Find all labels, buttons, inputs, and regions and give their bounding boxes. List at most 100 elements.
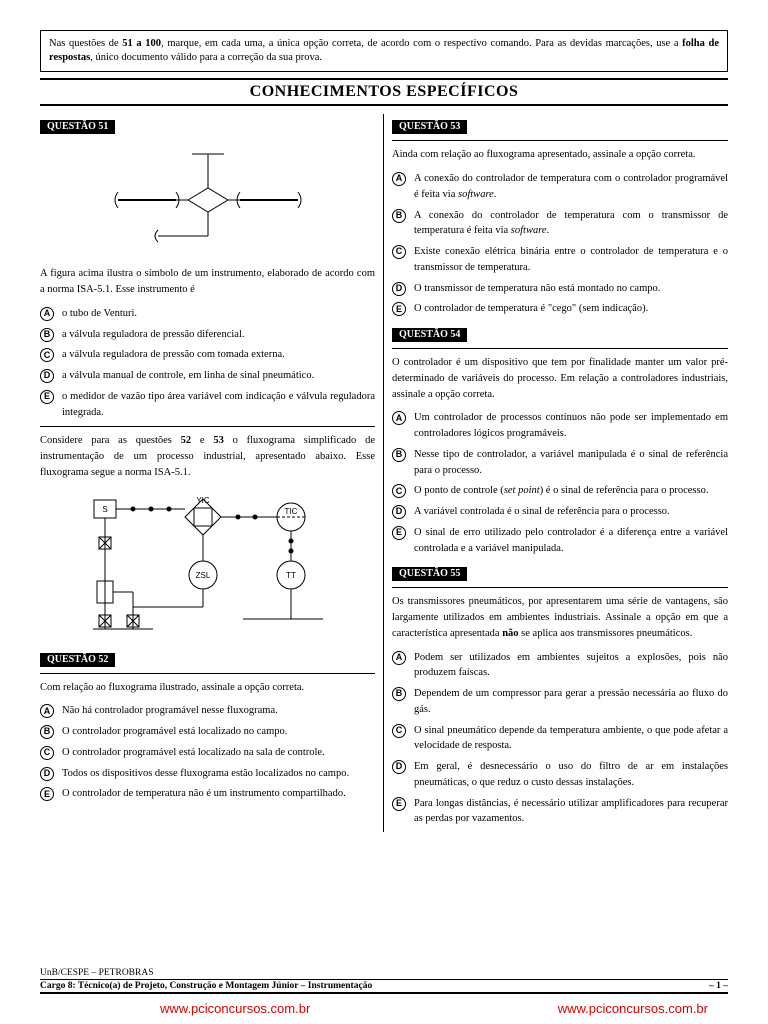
option-item[interactable]: B O controlador programável está localiza… — [40, 724, 375, 740]
option-text: O controlador de temperatura é "cego" (s… — [414, 301, 728, 317]
option-text: a válvula reguladora de pressão com toma… — [62, 347, 375, 363]
option-text: O sinal de erro utilizado pelo controlad… — [414, 525, 728, 557]
option-text: O sinal pneumático depende da temperatur… — [414, 723, 728, 755]
q52-label: QUESTÃO 52 — [40, 653, 115, 667]
q51-options: Ao tubo de Venturi. Ba válvula reguladora… — [40, 306, 375, 421]
option-item[interactable]: B Dependem de um compressor para gerar a … — [392, 686, 728, 718]
option-text: Nesse tipo de controlador, a variável ma… — [414, 447, 728, 479]
option-letter: D — [40, 369, 54, 383]
section-title: CONHECIMENTOS ESPECÍFICOS — [40, 78, 728, 106]
option-text: o tubo de Venturi. — [62, 306, 375, 322]
option-letter: B — [40, 725, 54, 739]
columns: QUESTÃO 51 — [40, 114, 728, 832]
option-item[interactable]: Da válvula manual de controle, em linha … — [40, 368, 375, 384]
svg-text:S: S — [102, 505, 107, 514]
q51-header: QUESTÃO 51 — [40, 114, 375, 140]
option-letter: E — [392, 302, 406, 316]
option-item[interactable]: Eo medidor de vazão tipo área variável c… — [40, 389, 375, 421]
option-letter: A — [40, 704, 54, 718]
q54-stem: O controlador é um dispositivo que tem p… — [392, 355, 728, 402]
option-item[interactable]: C O sinal pneumático depende da temperatu… — [392, 723, 728, 755]
option-letter: A — [392, 172, 406, 186]
option-text: Para longas distâncias, é necessário uti… — [414, 796, 728, 828]
option-item[interactable]: EO sinal de erro utilizado pelo controla… — [392, 525, 728, 557]
option-letter: C — [40, 348, 54, 362]
svg-text:YIC: YIC — [196, 496, 210, 505]
footer-org: UnB/CESPE – PETROBRAS — [40, 968, 728, 980]
option-text: O transmissor de temperatura não está mo… — [414, 281, 728, 297]
option-text: Não há controlador programável nesse flu… — [62, 703, 375, 719]
option-text: O controlador programável está localizad… — [62, 745, 375, 761]
option-text: Existe conexão elétrica binária entre o … — [414, 244, 728, 276]
q52-stem: Com relação ao fluxograma ilustrado, ass… — [40, 680, 375, 696]
q55-stem: Os transmissores pneumáticos, por aprese… — [392, 594, 728, 641]
page-footer: UnB/CESPE – PETROBRAS Cargo 8: Técnico(a… — [40, 968, 728, 994]
option-letter: A — [392, 651, 406, 665]
option-text: Em geral, é desnecessário o uso do filtr… — [414, 759, 728, 791]
option-item[interactable]: AA conexão do controlador de temperatura… — [392, 171, 728, 203]
footer-cargo: Cargo 8: Técnico(a) de Projeto, Construç… — [40, 981, 372, 991]
flowchart-figure: S YIC TIC — [40, 489, 375, 639]
option-letter: C — [392, 245, 406, 259]
option-item[interactable]: D O transmissor de temperatura não está m… — [392, 281, 728, 297]
option-text: a válvula manual de controle, em linha d… — [62, 368, 375, 384]
option-letter: C — [392, 484, 406, 498]
left-column: QUESTÃO 51 — [40, 114, 384, 832]
option-item[interactable]: C O controlador programável está localiza… — [40, 745, 375, 761]
option-item[interactable]: E O controlador de temperatura é "cego" (… — [392, 301, 728, 317]
option-item[interactable]: Ba válvula reguladora de pressão diferen… — [40, 327, 375, 343]
watermark-left: www.pciconcursos.com.br — [160, 1001, 310, 1016]
option-letter: D — [40, 767, 54, 781]
option-text: a válvula reguladora de pressão diferenc… — [62, 327, 375, 343]
option-item[interactable]: C Existe conexão elétrica binária entre o… — [392, 244, 728, 276]
option-item[interactable]: A Não há controlador programável nesse fl… — [40, 703, 375, 719]
option-letter: E — [392, 797, 406, 811]
context-52-53: Considere para as questões 52 e 53 o flu… — [40, 433, 375, 480]
option-item[interactable]: CO ponto de controle (set point) é o sin… — [392, 483, 728, 499]
option-letter: C — [40, 746, 54, 760]
option-text: A conexão do controlador de temperatura … — [414, 208, 728, 240]
option-text: Um controlador de processos contínuos nã… — [414, 410, 728, 442]
svg-text:TIC: TIC — [284, 507, 297, 516]
option-letter: B — [392, 209, 406, 223]
option-letter: A — [392, 411, 406, 425]
q52-header: QUESTÃO 52 — [40, 647, 375, 674]
option-text: Dependem de um compressor para gerar a p… — [414, 686, 728, 718]
option-item[interactable]: B A conexão do controlador de temperatura… — [392, 208, 728, 240]
option-item[interactable]: DEm geral, é desnecessário o uso do filt… — [392, 759, 728, 791]
option-item[interactable]: Ao tubo de Venturi. — [40, 306, 375, 322]
option-item[interactable]: A Um controlador de processos contínuos n… — [392, 410, 728, 442]
option-item[interactable]: B Nesse tipo de controlador, a variável m… — [392, 447, 728, 479]
q53-stem: Ainda com relação ao fluxograma apresent… — [392, 147, 728, 163]
q54-header: QUESTÃO 54 — [392, 322, 728, 349]
option-item[interactable]: E O controlador de temperatura não é um i… — [40, 786, 375, 802]
svg-text:TT: TT — [286, 571, 296, 580]
q51-figure — [40, 148, 375, 258]
svg-text:ZSL: ZSL — [195, 571, 210, 580]
option-item[interactable]: DA variável controlada é o sinal de refe… — [392, 504, 728, 520]
option-letter: A — [40, 307, 54, 321]
q53-header: QUESTÃO 53 — [392, 114, 728, 141]
option-letter: B — [392, 687, 406, 701]
q53-options: A A conexão do controlador de temperatura… — [392, 171, 728, 317]
option-letter: B — [392, 448, 406, 462]
option-item[interactable]: E Para longas distâncias, é necessário ut… — [392, 796, 728, 828]
option-text: o medidor de vazão tipo área variável co… — [62, 389, 375, 421]
option-text: O controlador programável está localizad… — [62, 724, 375, 740]
q53-label: QUESTÃO 53 — [392, 120, 467, 134]
option-letter: C — [392, 724, 406, 738]
option-text: Todos os dispositivos desse fluxograma e… — [62, 766, 375, 782]
q55-options: APodem ser utilizados em ambientes sujei… — [392, 650, 728, 828]
q54-options: A Um controlador de processos contínuos n… — [392, 410, 728, 556]
option-item[interactable]: APodem ser utilizados em ambientes sujei… — [392, 650, 728, 682]
footer-page: – 1 – — [709, 981, 728, 991]
q54-label: QUESTÃO 54 — [392, 328, 467, 342]
watermark-right: www.pciconcursos.com.br — [558, 1001, 708, 1016]
option-letter: D — [392, 282, 406, 296]
option-letter: B — [40, 328, 54, 342]
option-letter: E — [40, 390, 54, 404]
option-letter: E — [40, 787, 54, 801]
option-item[interactable]: Ca válvula reguladora de pressão com tom… — [40, 347, 375, 363]
option-text: O controlador de temperatura não é um in… — [62, 786, 375, 802]
option-item[interactable]: D Todos os dispositivos desse fluxograma … — [40, 766, 375, 782]
